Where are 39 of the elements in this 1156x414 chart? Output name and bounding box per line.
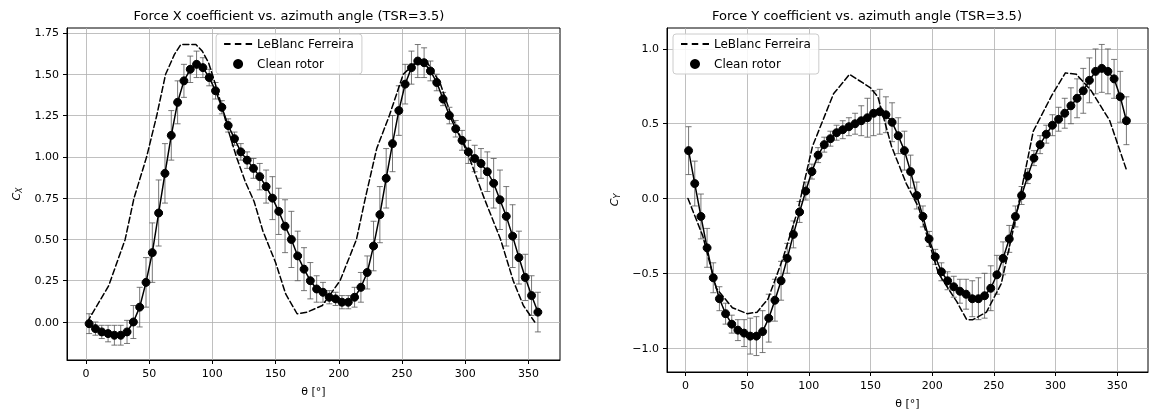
y-tick-label: 1.25	[34, 109, 59, 123]
x-tick-label: 100	[798, 379, 820, 392]
x-tick-label: 0	[682, 379, 689, 392]
legend-label: Clean rotor	[714, 57, 781, 71]
x-tick-label: 300	[454, 367, 476, 380]
y-tick-label: 0.75	[34, 191, 59, 205]
x-tick-label: 350	[517, 367, 539, 380]
x-tick-label: 100	[201, 367, 223, 380]
x-tick-label: 50	[740, 379, 755, 392]
chart-title: Force Y coefficient vs. azimuth angle (TSR=3.5)	[712, 8, 1022, 23]
y-tick-label: 1.00	[34, 150, 59, 164]
legend-label: LeBlanc Ferreira	[714, 37, 811, 51]
y-tick-label: 1.0	[641, 42, 659, 56]
y-axis-title: CX	[9, 186, 24, 201]
x-tick-label: 0	[82, 367, 90, 380]
chart-title: Force X coefficient vs. azimuth angle (TSR=3.5)	[133, 8, 445, 23]
y-tick-label: 0.00	[34, 315, 59, 329]
y-tick-label: 0.50	[34, 232, 59, 246]
x-tick-label: 300	[1045, 379, 1066, 392]
x-tick-label: 250	[983, 379, 1005, 392]
x-tick-label: 150	[860, 379, 881, 392]
legend-label: LeBlanc Ferreira	[257, 37, 354, 51]
y-tick-label: −1.0	[632, 341, 659, 355]
legend-label: Clean rotor	[257, 57, 325, 71]
y-tick-label: 0.5	[641, 117, 659, 131]
y-tick-label: −0.5	[632, 266, 659, 280]
x-axis-title: θ [°]	[895, 397, 920, 410]
y-tick-label: 0.25	[34, 274, 59, 288]
y-axis-title: CY	[607, 192, 622, 207]
y-tick-label: 1.75	[34, 26, 59, 40]
x-axis-title: θ [°]	[301, 385, 326, 398]
x-tick-label: 150	[265, 367, 287, 380]
y-tick-label: 0.0	[641, 192, 659, 205]
x-tick-label: 200	[921, 379, 943, 392]
x-tick-label: 250	[391, 367, 413, 380]
x-tick-label: 200	[328, 367, 350, 380]
x-tick-label: 350	[1106, 379, 1128, 392]
y-tick-label: 1.50	[34, 67, 59, 81]
x-tick-label: 50	[142, 367, 157, 380]
